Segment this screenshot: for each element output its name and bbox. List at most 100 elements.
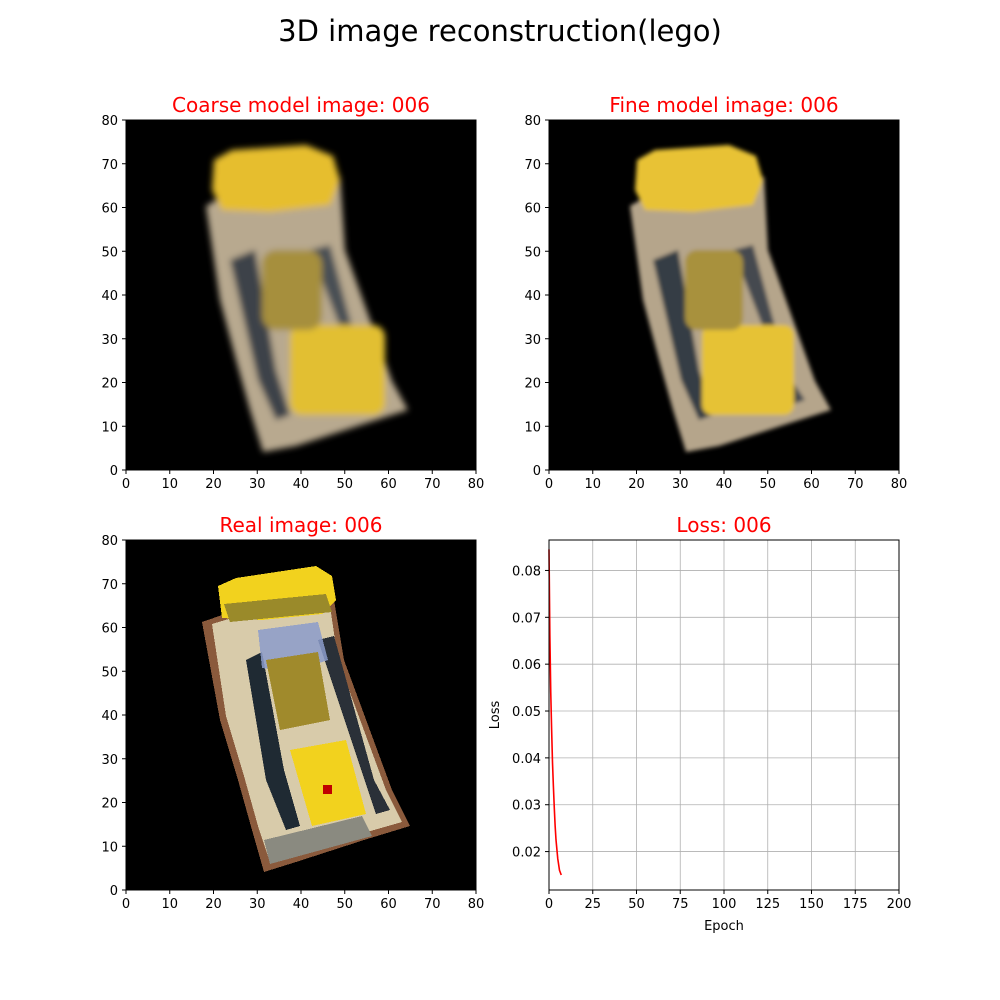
coarse-ytick-label: 30: [101, 333, 118, 348]
real-shadow-right: [318, 636, 390, 814]
fine-bottom-yellow: [702, 325, 794, 415]
fine-ytick-label: 20: [524, 377, 541, 392]
fine-top-yellow: [635, 145, 763, 212]
coarse-xtick-label: 20: [205, 477, 222, 492]
loss-xtick-label: 175: [843, 897, 868, 912]
loss-ylabel: Loss: [488, 701, 503, 730]
real-ytick-label: 30: [101, 753, 118, 768]
fine-shadow-left: [653, 250, 713, 420]
real-ytick-label: 10: [101, 840, 118, 855]
coarse-ytick-label: 70: [101, 158, 118, 173]
fine-ytick-label: 60: [524, 202, 541, 217]
fine-model-panel: Fine model image: 006 0 10 20 30 40 50 60 70 80 0…: [524, 93, 907, 492]
fine-xtick-label: 80: [891, 477, 908, 492]
loss-xtick-label: 125: [755, 897, 780, 912]
real-ytick-label: 20: [101, 797, 118, 812]
fine-xtick-label: 10: [584, 477, 601, 492]
coarse-xtick-label: 0: [122, 477, 130, 492]
real-shadow-left: [246, 652, 300, 830]
fine-rendered-image: [630, 145, 831, 452]
real-bottom-strip: [264, 816, 372, 864]
real-xtick-label: 10: [161, 897, 178, 912]
real-ytick-label: 50: [101, 665, 118, 680]
fine-xtick-label: 50: [759, 477, 776, 492]
loss-grid: [548, 540, 900, 890]
real-ytick-label: 80: [101, 534, 118, 549]
fine-ytick-label: 70: [524, 158, 541, 173]
coarse-ytick-label: 20: [101, 377, 118, 392]
real-xtick-label: 50: [336, 897, 353, 912]
figure-title: 3D image reconstruction(lego): [278, 14, 722, 48]
coarse-xtick-label: 10: [161, 477, 178, 492]
real-red-marker: [323, 785, 332, 794]
loss-xtick-label: 0: [545, 897, 553, 912]
fine-xtick-label: 60: [803, 477, 820, 492]
coarse-top-yellow: [212, 145, 340, 212]
loss-series: [548, 549, 562, 876]
loss-ytick-label: 0.02: [512, 846, 541, 861]
loss-line: [548, 549, 562, 876]
coarse-xtick-label: 30: [249, 477, 266, 492]
fine-ytick-label: 80: [524, 114, 541, 129]
fine-xtick-label: 40: [716, 477, 733, 492]
coarse-xtick-label: 50: [336, 477, 353, 492]
real-xtick-label: 0: [122, 897, 130, 912]
loss-xtick-label: 50: [628, 897, 645, 912]
loss-xlabel: Epoch: [704, 919, 744, 934]
fine-ytick-label: 0: [533, 464, 541, 479]
loss-ytick-label: 0.03: [512, 799, 541, 814]
fine-model-title: Fine model image: 006: [609, 93, 838, 117]
coarse-ytick-label: 10: [101, 420, 118, 435]
loss-ytick-label: 0.06: [512, 658, 541, 673]
loss-xtick-label: 200: [887, 897, 912, 912]
loss-title: Loss: 006: [676, 513, 771, 537]
coarse-ytick-label: 40: [101, 289, 118, 304]
fine-ytick-label: 40: [524, 289, 541, 304]
fine-shadow-right: [733, 245, 805, 404]
coarse-model-panel: Coarse model image: 006 0 10 20 30 40 50 60 70 8…: [101, 93, 484, 492]
coarse-ytick-label: 80: [101, 114, 118, 129]
real-xtick-label: 70: [424, 897, 441, 912]
real-rendered-image: [202, 566, 410, 872]
coarse-bottom-yellow: [290, 325, 385, 415]
coarse-xtick-label: 40: [293, 477, 310, 492]
loss-xtick-label: 75: [672, 897, 689, 912]
real-top-olive: [224, 594, 332, 622]
coarse-ytick-label: 60: [101, 202, 118, 217]
real-ytick-label: 0: [110, 884, 118, 899]
fine-xtick-label: 0: [545, 477, 553, 492]
fine-ytick-label: 10: [524, 420, 541, 435]
real-xtick-label: 80: [468, 897, 485, 912]
fine-ytick-label: 50: [524, 245, 541, 260]
real-bottom-yellow: [290, 740, 366, 826]
fine-xtick-label: 70: [847, 477, 864, 492]
loss-xtick-label: 25: [584, 897, 601, 912]
real-ytick-label: 40: [101, 709, 118, 724]
loss-panel: Loss: 006 0 25 50 75 100 125 150 175 200 0.02 0.03…: [488, 513, 911, 934]
coarse-shadow-left: [230, 250, 290, 420]
fine-ytick-label: 30: [524, 333, 541, 348]
fine-xtick-label: 30: [672, 477, 689, 492]
loss-axes: 0 25 50 75 100 125 150 175 200 0.02 0.03 0.04 0.05 0.…: [512, 564, 911, 912]
coarse-ytick-label: 0: [110, 464, 118, 479]
coarse-rendered-image: [206, 145, 408, 452]
coarse-middle-yellow: [262, 250, 322, 330]
coarse-xtick-label: 80: [468, 477, 485, 492]
coarse-model-title: Coarse model image: 006: [172, 93, 430, 117]
fine-middle-yellow: [685, 250, 743, 330]
loss-xtick-label: 100: [712, 897, 737, 912]
real-image-panel: Real image: 006 0 10 20 30 40 50 60 70 80 0 10 20 30…: [101, 513, 484, 912]
coarse-ytick-label: 50: [101, 245, 118, 260]
fine-xtick-label: 20: [628, 477, 645, 492]
real-xtick-label: 30: [249, 897, 266, 912]
coarse-xtick-label: 60: [380, 477, 397, 492]
real-xtick-label: 60: [380, 897, 397, 912]
real-xtick-label: 40: [293, 897, 310, 912]
coarse-xtick-label: 70: [424, 477, 441, 492]
real-middle-olive: [266, 652, 330, 730]
real-xtick-label: 20: [205, 897, 222, 912]
loss-ytick-label: 0.07: [512, 611, 541, 626]
coarse-shadow-right: [310, 245, 382, 404]
real-ytick-label: 70: [101, 578, 118, 593]
